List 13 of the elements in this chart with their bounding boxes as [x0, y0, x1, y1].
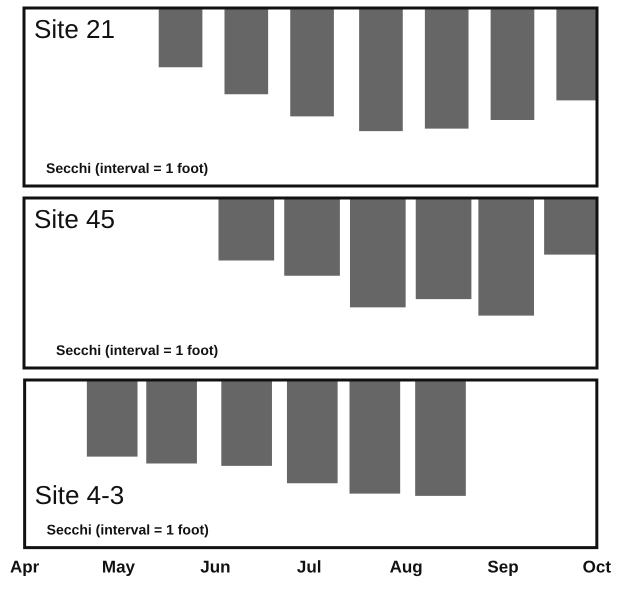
- x-tick-label: Jul: [296, 557, 322, 576]
- x-tick-label: Jun: [200, 557, 230, 576]
- chart-title: Site 21: [34, 14, 115, 44]
- x-tick-label: Oct: [582, 557, 612, 576]
- x-tick-label: Apr: [10, 557, 40, 576]
- text: Secchi (interval = 1 foot): [46, 160, 208, 176]
- text: Site 4-3: [34, 480, 124, 510]
- text: Secchi (interval = 1 foot): [56, 342, 218, 358]
- x-tick-label: Sep: [487, 557, 519, 576]
- x-tick-label: May: [102, 557, 136, 576]
- chart-title: Site 45: [34, 204, 115, 234]
- text: Secchi (interval = 1 foot): [46, 521, 209, 538]
- x-tick-label: Aug: [390, 557, 423, 576]
